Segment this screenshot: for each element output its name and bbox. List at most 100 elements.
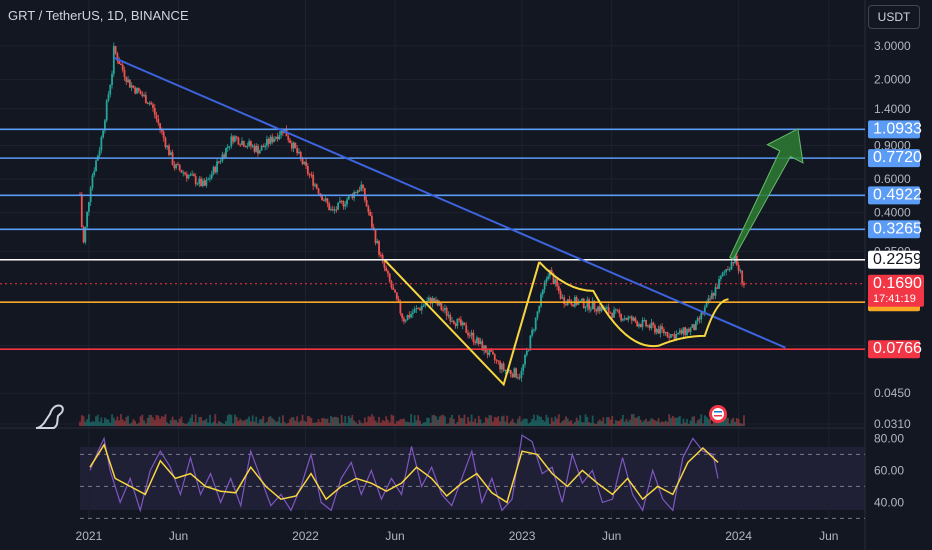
volume-bar	[609, 419, 612, 426]
candle-body	[427, 297, 430, 301]
x-tick-label: Jun	[385, 529, 404, 543]
candle-body	[645, 320, 647, 327]
volume-bar	[155, 414, 158, 426]
volume-bar	[468, 421, 471, 426]
volume-bar	[734, 421, 736, 426]
volume-bar	[118, 420, 121, 426]
candle-body	[344, 204, 347, 207]
volume-bar	[273, 419, 275, 426]
candle-body	[630, 316, 633, 321]
volume-bar	[673, 417, 676, 426]
volume-bar	[331, 417, 334, 426]
candle-body	[518, 377, 521, 379]
volume-layer	[79, 414, 745, 426]
volume-bar	[449, 417, 452, 426]
candle-body	[581, 298, 583, 301]
volume-bar	[712, 420, 715, 426]
x-tick-label: 2022	[292, 529, 319, 543]
volume-bar	[107, 419, 110, 426]
volume-bar	[458, 414, 461, 426]
candle-body	[160, 129, 163, 132]
candle-body	[390, 281, 393, 288]
volume-bar	[488, 415, 491, 426]
volume-bar	[403, 418, 405, 426]
volume-bar	[613, 423, 615, 426]
candle-body	[241, 141, 243, 145]
candle-body	[198, 178, 201, 184]
candle-body	[682, 327, 685, 334]
volume-bar	[543, 421, 546, 426]
volume-bar	[314, 422, 316, 426]
candle-body	[381, 254, 384, 261]
candle-body	[239, 144, 242, 146]
candle-body	[739, 270, 742, 272]
candle-body	[680, 330, 683, 334]
volume-bar	[136, 423, 138, 426]
candle-body	[707, 298, 710, 303]
volume-bar	[187, 421, 190, 426]
volume-bar	[408, 422, 411, 426]
candle-body	[655, 329, 658, 333]
candle-body	[369, 212, 372, 216]
currency-selector[interactable]: USDT	[868, 5, 920, 29]
candle-body	[280, 129, 283, 136]
cup-curve	[538, 261, 729, 348]
volume-bar	[479, 419, 482, 426]
volume-bar	[572, 423, 574, 426]
candle-body	[98, 150, 101, 156]
candle-body	[666, 332, 669, 337]
candle-body	[148, 102, 151, 104]
candle-body	[249, 141, 252, 147]
volume-bar	[242, 420, 245, 426]
candle-body	[691, 324, 694, 328]
volume-bar	[111, 414, 113, 426]
volume-bar	[160, 416, 163, 426]
candle-body	[629, 316, 631, 318]
volume-bar	[239, 418, 242, 426]
volume-bar	[258, 419, 261, 426]
volume-bar	[506, 415, 509, 426]
candle-body	[449, 314, 452, 322]
candle-body	[607, 307, 610, 313]
volume-bar	[139, 416, 142, 426]
candle-body	[533, 329, 535, 331]
candle-body	[677, 332, 679, 335]
candle-body	[481, 341, 484, 351]
volume-bar	[436, 419, 439, 426]
flag-icon[interactable]	[709, 405, 727, 423]
candle-body	[273, 138, 275, 143]
candle-body	[232, 136, 234, 142]
volume-bar	[502, 415, 505, 426]
candle-body	[483, 345, 485, 351]
candle-body	[646, 325, 649, 327]
candle-body	[632, 317, 635, 321]
x-tick-label: 2023	[509, 529, 536, 543]
candle-body	[112, 45, 115, 74]
x-tick-label: Jun	[169, 529, 188, 543]
candle-body	[340, 200, 343, 202]
volume-bar	[143, 420, 145, 426]
volume-bar	[251, 415, 254, 426]
volume-bar	[232, 423, 234, 426]
candle-body	[696, 318, 699, 322]
candle-body	[168, 145, 170, 156]
symbol-title: GRT / TetherUS, 1D, BINANCE	[8, 8, 189, 23]
volume-bar	[456, 421, 459, 426]
candle-body	[200, 178, 202, 187]
volume-bar	[363, 417, 366, 426]
candle-body	[702, 312, 704, 314]
candle-body	[159, 123, 162, 130]
volume-bar	[730, 419, 733, 426]
x-tick-label: 2024	[725, 529, 752, 543]
candle-body	[233, 136, 236, 142]
volume-bar	[584, 414, 587, 426]
volume-bar	[196, 422, 199, 426]
candle-body	[659, 326, 662, 334]
volume-bar	[201, 420, 204, 426]
candle-body	[267, 138, 270, 144]
volume-bar	[175, 419, 178, 426]
volume-bar	[395, 421, 398, 426]
candle-body	[276, 136, 279, 140]
volume-bar	[86, 419, 89, 426]
